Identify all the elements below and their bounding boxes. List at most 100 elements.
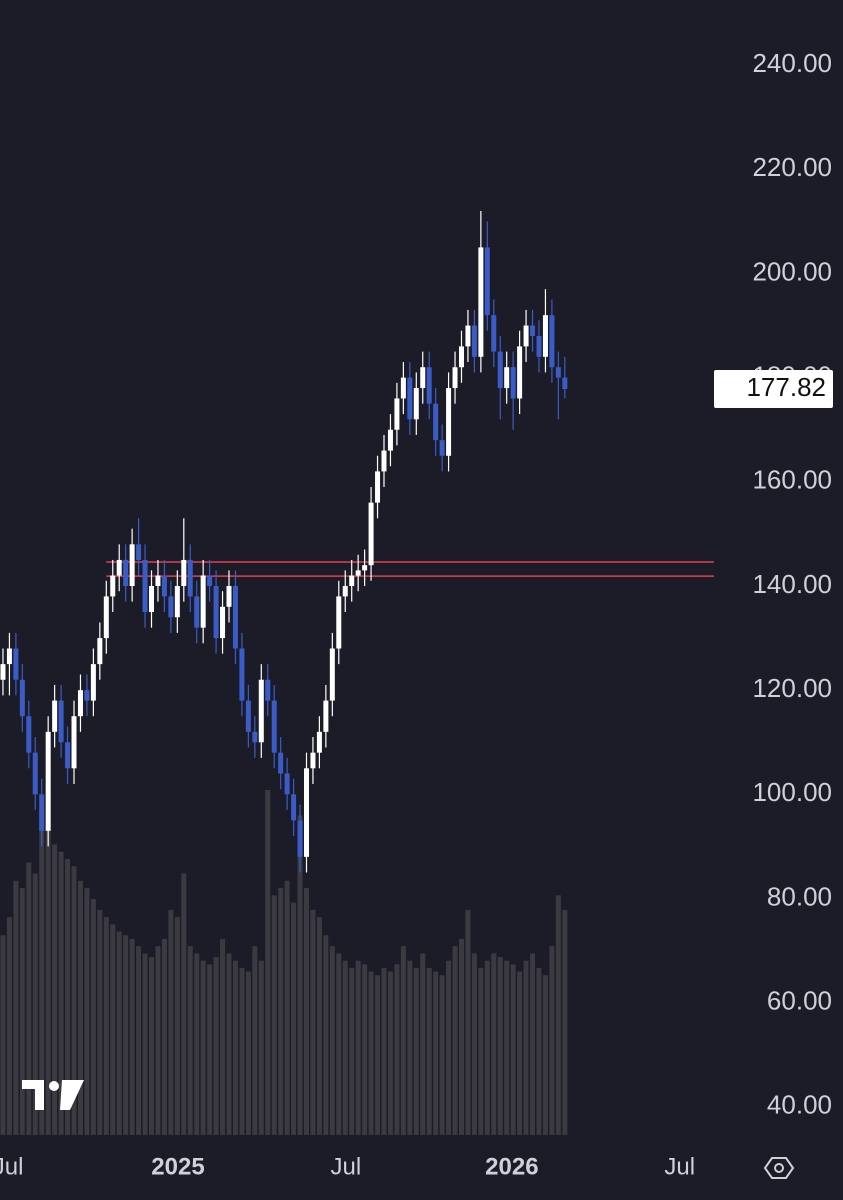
candle-body	[342, 585, 348, 597]
candle-body	[90, 664, 96, 701]
candle-body	[232, 585, 238, 649]
volume-bar	[168, 909, 174, 1135]
x-tick-label: 2026	[485, 1153, 538, 1180]
y-tick-label: 100.00	[752, 777, 832, 807]
volume-bar	[213, 957, 219, 1135]
candle-body	[323, 700, 329, 732]
volume-bar	[510, 964, 516, 1135]
candle-body	[194, 596, 200, 628]
y-tick-label: 160.00	[752, 465, 832, 495]
candle-body	[110, 575, 116, 597]
volume-bar	[110, 924, 116, 1135]
volume-bar	[181, 873, 187, 1135]
volume-bar	[116, 931, 122, 1135]
y-tick-label: 200.00	[752, 256, 832, 286]
volume-bar	[407, 960, 413, 1135]
settings-icon[interactable]	[763, 1157, 795, 1179]
candle-body	[136, 544, 142, 560]
candle-body	[439, 440, 445, 456]
candle-body	[271, 700, 277, 753]
volume-bar	[355, 960, 361, 1135]
y-tick-label: 60.00	[767, 986, 832, 1016]
y-tick-label: 40.00	[767, 1090, 832, 1120]
volume-bar	[239, 967, 245, 1135]
volume-bar	[413, 967, 419, 1135]
volume-bar	[375, 975, 381, 1135]
volume-bar	[45, 826, 51, 1135]
volume-bar	[174, 917, 180, 1135]
volume-bar	[71, 866, 77, 1135]
candle-body	[297, 820, 303, 857]
candle-body	[97, 638, 103, 665]
candle-body	[142, 559, 148, 613]
candle-body	[536, 335, 542, 357]
volume-bar	[504, 960, 510, 1135]
candle-body	[329, 648, 335, 701]
x-tick-label: Jul	[331, 1153, 362, 1180]
volume-bar	[291, 902, 297, 1135]
candle-body	[32, 752, 38, 795]
volume-bar	[342, 960, 348, 1135]
volume-bar	[278, 888, 284, 1135]
candle-body	[336, 596, 342, 649]
candle-body	[478, 247, 484, 357]
volume-bar	[368, 971, 374, 1135]
volume-bar	[310, 909, 316, 1135]
volume-bar	[77, 880, 83, 1135]
candle-body	[284, 773, 290, 795]
candle-body	[19, 679, 25, 717]
volume-bar	[530, 953, 536, 1135]
volume-bar	[400, 946, 406, 1135]
candle-body	[123, 559, 129, 586]
candle-body	[562, 377, 568, 389]
volume-bar	[103, 917, 109, 1135]
volume-bar	[394, 964, 400, 1135]
volume-bar	[329, 946, 335, 1135]
volume-bar	[252, 946, 258, 1135]
candle-body	[458, 346, 464, 368]
volume-bar	[536, 967, 542, 1135]
price-label: 177.82	[746, 372, 826, 402]
candle-body	[278, 752, 284, 774]
volume-bar	[439, 975, 445, 1135]
volume-bar	[200, 960, 206, 1135]
volume-bar	[362, 964, 368, 1135]
volume-bar	[52, 844, 58, 1135]
volume-bar	[207, 964, 213, 1135]
candle-body	[355, 570, 361, 576]
volume-bar	[136, 946, 142, 1135]
candle-body	[413, 388, 419, 420]
volume-bar	[497, 957, 503, 1135]
candle-body	[200, 575, 206, 628]
volume-bar	[258, 960, 264, 1135]
volume-bar	[517, 971, 523, 1135]
volume-bar	[420, 953, 426, 1135]
volume-bar	[433, 971, 439, 1135]
candle-body	[523, 325, 529, 347]
candle-body	[252, 731, 258, 743]
volume-bar	[6, 917, 12, 1135]
volume-bar	[446, 960, 452, 1135]
x-tick-label: 2025	[151, 1153, 204, 1180]
candle-body	[239, 648, 245, 701]
candle-body	[555, 367, 561, 378]
volume-bar	[13, 880, 19, 1135]
candle-body	[65, 742, 71, 769]
volume-bar	[39, 808, 45, 1135]
volume-bar	[381, 967, 387, 1135]
volume-bar	[149, 957, 155, 1135]
candle-body	[504, 367, 510, 389]
candle-body	[207, 575, 213, 586]
candle-body	[400, 377, 406, 399]
y-tick-label: 140.00	[752, 569, 832, 599]
candle-body	[52, 700, 58, 732]
candle-body	[291, 794, 297, 821]
candle-body	[530, 325, 536, 336]
candle-body	[407, 377, 413, 420]
volume-bar	[161, 938, 167, 1135]
volume-bar	[323, 935, 329, 1135]
volume-bar	[90, 898, 96, 1135]
volume-bar	[97, 909, 103, 1135]
candle-body	[258, 679, 264, 743]
